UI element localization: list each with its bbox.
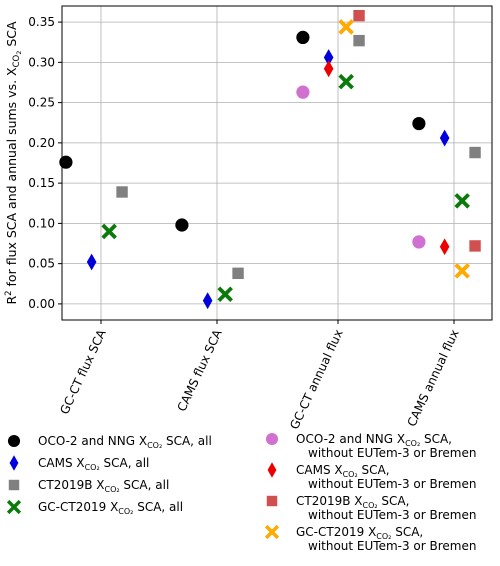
legend-marker [7,434,21,448]
x-tick-label: GC-CT annual flux [287,327,346,431]
y-tick-label: 0.25 [28,96,55,110]
legend-label: CT2019B XCO₂ SCA, all [38,478,169,494]
legend-label: GC-CT2019 XCO₂ SCA, [296,525,423,541]
data-point [454,193,470,209]
y-tick-label: 0.05 [28,257,55,271]
data-point [469,240,481,252]
legend-label: CT2019B XCO₂ SCA, [296,494,409,510]
legend-marker [6,499,22,515]
data-point [338,73,354,90]
data-points [59,9,481,310]
data-point [296,85,310,99]
legend-marker [9,455,19,471]
legend-marker [266,495,278,507]
y-tick-label: 0.35 [28,15,55,29]
legend-label-line2: without EUTem-3 or Bremen [308,539,477,553]
y-axis-label: R2 for flux SCA and annual sums vs. XCO2… [4,21,23,305]
legend-entry: CT2019B XCO₂ SCA,without EUTem-3 or Brem… [266,494,477,522]
data-point [296,30,310,44]
y-tick-label: 0.00 [28,297,55,311]
data-point [323,60,334,78]
data-point [439,129,450,147]
grid-lines [62,6,492,320]
data-point [412,116,426,131]
x-tick-label: GC-CT flux SCA [57,327,109,417]
legend-entry: CT2019B XCO₂ SCA, all [8,478,169,494]
data-point [175,218,189,232]
legend-label-line2: without EUTem-3 or Bremen [308,446,477,460]
data-point [439,238,450,256]
data-point [101,223,117,240]
legend-label: OCO-2 and NNG XCO₂ SCA, [296,432,452,448]
legend-entry: OCO-2 and NNG XCO₂ SCA,without EUTem-3 o… [265,432,477,460]
legend-label: CAMS XCO₂ SCA, all [38,456,149,472]
legend-marker [265,432,279,446]
x-tick-label: CAMS flux SCA [175,327,225,414]
data-point [86,253,97,271]
legend: OCO-2 and NNG XCO₂ SCA, all CAMS XCO₂ SCA… [6,432,477,553]
legend-entry: GC-CT2019 XCO₂ SCA,without EUTem-3 or Br… [264,524,477,553]
y-tick-label: 0.20 [28,136,55,150]
data-point [454,263,470,279]
x-tick-label: CAMS annual flux [405,327,462,428]
legend-entry: OCO-2 and NNG XCO₂ SCA, all [7,434,212,450]
data-point [59,155,73,169]
data-point [353,34,365,47]
data-point [338,19,354,35]
data-point [116,186,128,198]
legend-label: GC-CT2019 XCO₂ SCA, all [38,500,183,516]
data-point [323,49,334,66]
plot-area-frame [61,5,493,321]
data-point [232,267,244,280]
legend-label: CAMS XCO₂ SCA, [296,463,390,479]
legend-label-line2: without EUTem-3 or Bremen [308,508,477,522]
data-point [353,9,365,22]
y-tick-label: 0.10 [28,216,55,230]
data-point [202,292,213,310]
legend-label: OCO-2 and NNG XCO₂ SCA, all [38,434,212,450]
legend-marker [267,462,277,478]
legend-marker [264,524,280,540]
y-tick-label: 0.30 [28,55,55,69]
data-point [469,146,481,159]
legend-marker [8,479,20,491]
data-point [217,286,233,302]
legend-entry: CAMS XCO₂ SCA, all [9,455,149,472]
x-axis: GC-CT flux SCA CAMS flux SCA GC-CT annual … [57,320,462,432]
legend-entry: CAMS XCO₂ SCA,without EUTem-3 or Bremen [267,462,477,491]
data-point [412,235,426,249]
legend-label-line2: without EUTem-3 or Bremen [308,477,477,491]
legend-entry: GC-CT2019 XCO₂ SCA, all [6,499,183,516]
y-tick-label: 0.15 [28,176,55,190]
y-axis: 0.00 0.05 0.10 0.15 0.20 0.25 0.30 0.35 [28,15,62,311]
